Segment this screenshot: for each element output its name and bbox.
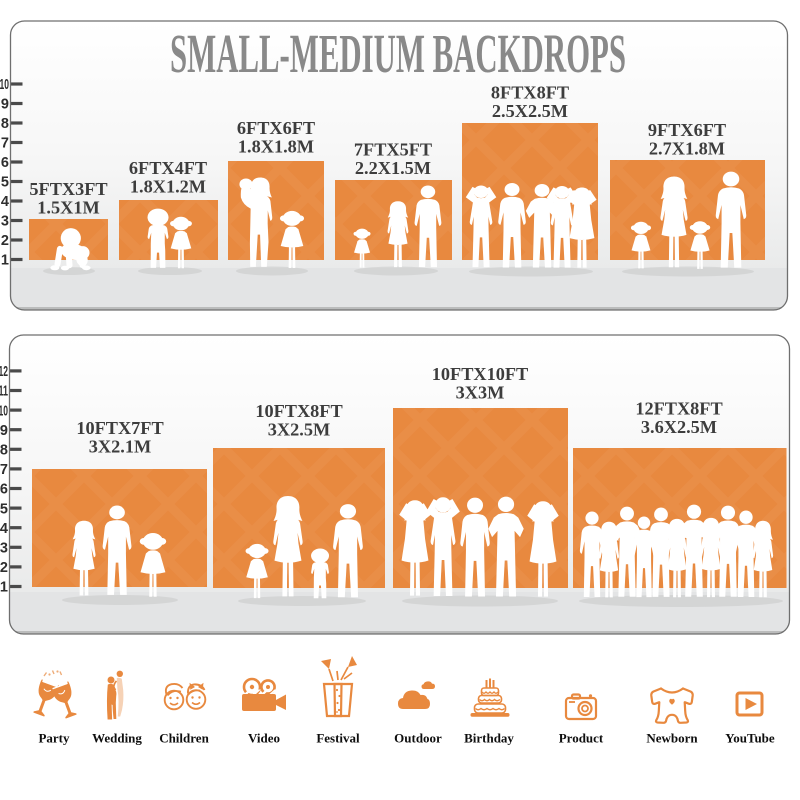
svg-text:Video: Video <box>248 731 280 746</box>
svg-text:Birthday: Birthday <box>464 731 514 746</box>
svg-text:1.8X1.2M: 1.8X1.2M <box>130 177 206 197</box>
svg-text:8: 8 <box>1 116 9 132</box>
svg-text:3: 3 <box>0 541 8 557</box>
svg-text:2.2X1.5M: 2.2X1.5M <box>355 158 431 178</box>
svg-text:7: 7 <box>1 136 9 152</box>
svg-text:2: 2 <box>0 560 8 576</box>
svg-text:Newborn: Newborn <box>646 731 698 746</box>
svg-text:12: 12 <box>0 364 8 380</box>
svg-text:3: 3 <box>1 214 9 230</box>
svg-text:7: 7 <box>0 462 8 478</box>
svg-text:3X3M: 3X3M <box>456 383 505 403</box>
svg-text:3X2.1M: 3X2.1M <box>89 436 151 456</box>
svg-text:10: 10 <box>0 77 9 93</box>
svg-text:1.8X1.8M: 1.8X1.8M <box>238 137 314 157</box>
svg-text:3.6X2.5M: 3.6X2.5M <box>641 417 717 437</box>
svg-text:1: 1 <box>1 253 9 269</box>
svg-text:8: 8 <box>0 443 8 459</box>
svg-text:5FTX3FT: 5FTX3FT <box>29 179 107 199</box>
svg-text:2.7X1.8M: 2.7X1.8M <box>649 138 725 158</box>
svg-text:6: 6 <box>0 482 8 498</box>
svg-text:3X2.5M: 3X2.5M <box>268 420 330 440</box>
svg-text:1: 1 <box>0 580 8 596</box>
svg-text:6FTX6FT: 6FTX6FT <box>237 118 315 138</box>
svg-text:10FTX7FT: 10FTX7FT <box>76 418 163 438</box>
svg-text:6FTX4FT: 6FTX4FT <box>129 158 207 178</box>
svg-text:SMALL-MEDIUM BACKDROPS: SMALL-MEDIUM BACKDROPS <box>170 24 626 85</box>
svg-text:Festival: Festival <box>316 731 360 746</box>
svg-text:6: 6 <box>1 155 9 171</box>
svg-text:10: 10 <box>0 403 8 419</box>
svg-text:9: 9 <box>1 97 9 113</box>
svg-text:9: 9 <box>0 423 8 439</box>
svg-text:Party: Party <box>38 731 70 746</box>
svg-text:Product: Product <box>559 731 604 746</box>
svg-text:Wedding: Wedding <box>92 731 142 746</box>
svg-text:9FTX6FT: 9FTX6FT <box>648 120 726 140</box>
svg-text:8FTX8FT: 8FTX8FT <box>491 83 569 103</box>
svg-text:5: 5 <box>0 501 8 517</box>
svg-text:12FTX8FT: 12FTX8FT <box>635 399 722 419</box>
svg-text:1.5X1M: 1.5X1M <box>37 198 99 218</box>
svg-text:11: 11 <box>0 384 8 400</box>
svg-text:YouTube: YouTube <box>725 731 775 746</box>
svg-text:5: 5 <box>1 175 9 191</box>
svg-text:2: 2 <box>1 233 9 249</box>
svg-text:10FTX10FT: 10FTX10FT <box>432 364 529 384</box>
svg-text:2.5X2.5M: 2.5X2.5M <box>492 101 568 121</box>
svg-text:10FTX8FT: 10FTX8FT <box>255 401 342 421</box>
svg-text:4: 4 <box>1 194 9 210</box>
svg-text:Children: Children <box>159 731 209 746</box>
svg-text:4: 4 <box>0 521 8 537</box>
svg-text:7FTX5FT: 7FTX5FT <box>354 140 432 160</box>
svg-text:Outdoor: Outdoor <box>394 731 442 746</box>
